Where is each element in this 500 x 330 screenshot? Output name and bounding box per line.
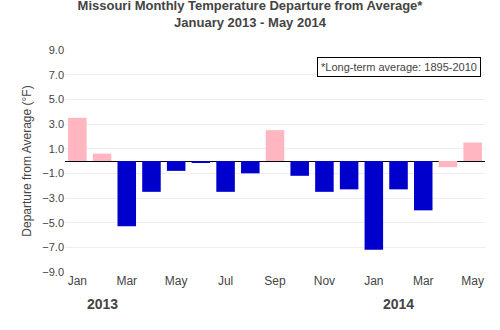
- svg-text:Nov: Nov: [314, 274, 335, 288]
- svg-text:−3.0: −3.0: [42, 192, 64, 204]
- svg-text:5.0: 5.0: [49, 93, 64, 105]
- svg-text:May: May: [461, 274, 484, 288]
- svg-text:7.0: 7.0: [49, 69, 64, 81]
- svg-text:Jul: Jul: [218, 274, 233, 288]
- svg-text:9.0: 9.0: [49, 44, 64, 56]
- svg-text:*Long-term average: 1895-2010: *Long-term average: 1895-2010: [321, 61, 477, 73]
- svg-text:−9.0: −9.0: [42, 266, 64, 278]
- svg-text:Jan: Jan: [68, 274, 87, 288]
- svg-text:2013: 2013: [87, 296, 118, 312]
- svg-text:Mar: Mar: [116, 274, 137, 288]
- svg-text:1.0: 1.0: [49, 143, 64, 155]
- svg-text:−1.0: −1.0: [42, 167, 64, 179]
- svg-text:May: May: [165, 274, 188, 288]
- svg-text:Jan: Jan: [364, 274, 383, 288]
- svg-text:Sep: Sep: [264, 274, 286, 288]
- svg-text:3.0: 3.0: [49, 118, 64, 130]
- svg-text:Departure from Average (°F): Departure from Average (°F): [20, 85, 34, 236]
- svg-text:Missouri Monthly Temperature D: Missouri Monthly Temperature Departure f…: [78, 0, 424, 30]
- svg-text:2014: 2014: [383, 296, 414, 312]
- svg-text:−5.0: −5.0: [42, 217, 64, 229]
- svg-text:Mar: Mar: [413, 274, 434, 288]
- svg-text:−7.0: −7.0: [42, 241, 64, 253]
